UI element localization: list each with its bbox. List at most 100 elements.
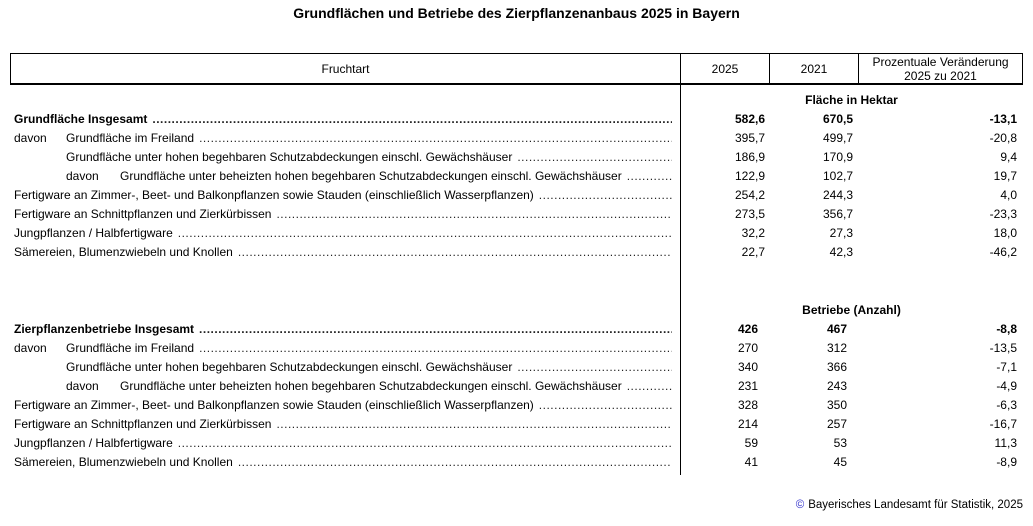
leader-dots [534, 396, 672, 415]
value-2025: 32,2 [741, 226, 765, 240]
column-header-2025: 2025 [680, 54, 769, 83]
leader-dots [194, 339, 672, 358]
row-label-area: Jungpflanzen / Halbfertigware [10, 224, 680, 243]
value-change: -8,8 [996, 322, 1017, 336]
table-row: Grundfläche unter hohen begehbaren Schut… [10, 358, 1023, 377]
row-label: Fertigware an Zimmer-, Beet- und Balkonp… [14, 398, 534, 412]
value-2025: 270 [737, 341, 758, 355]
table-row: Fertigware an Zimmer-, Beet- und Balkonp… [10, 396, 1023, 415]
leader-dots [194, 320, 672, 339]
unit-row-spacer [10, 301, 680, 320]
value-2021: 499,7 [822, 131, 853, 145]
value-2025: 254,2 [734, 188, 765, 202]
copyright-symbol: © [795, 499, 805, 511]
value-2025: 273,5 [734, 207, 765, 221]
row-label: Grundfläche unter beheizten hohen begehb… [120, 379, 622, 393]
value-change: -8,9 [996, 455, 1017, 469]
value-change: -13,5 [989, 341, 1017, 355]
value-2021: 27,3 [829, 226, 853, 240]
value-2025: 582,6 [734, 112, 765, 126]
leader-dots [233, 453, 672, 472]
page-title: Grundflächen und Betriebe des Zierpflanz… [293, 5, 740, 21]
table-row: Fertigware an Zimmer-, Beet- und Balkonp… [10, 186, 1023, 205]
row-label-area: Fertigware an Schnittpflanzen und Zierkü… [10, 415, 680, 434]
column-header-fruchtart: Fruchtart [321, 61, 370, 76]
table-row: Fertigware an Schnittpflanzen und Zierkü… [10, 205, 1023, 224]
value-change: -7,1 [996, 360, 1017, 374]
row-label-area: Zierpflanzenbetriebe Insgesamt [10, 320, 680, 339]
row-label: Grundfläche im Freiland [66, 341, 195, 355]
value-2021: 45 [833, 455, 847, 469]
copyright: © Bayerisches Landesamt für Statistik, 20… [796, 499, 1023, 511]
row-label-area: davon Grundfläche im Freiland [10, 339, 680, 358]
leader-dots [512, 148, 672, 167]
table-row: davon Grundfläche unter beheizten hohen b… [10, 167, 1023, 186]
value-2025: 214 [737, 417, 758, 431]
davon-label: davon [66, 169, 99, 183]
row-label: Jungpflanzen / Halbfertigware [14, 226, 173, 240]
value-2021: 257 [826, 417, 847, 431]
value-change: 11,3 [994, 436, 1017, 450]
value-2021: 244,3 [822, 188, 853, 202]
leader-dots [147, 110, 672, 129]
row-label-area: Sämereien, Blumenzwiebeln und Knollen [10, 453, 680, 472]
column-divider-line [680, 85, 681, 475]
leader-dots [173, 434, 672, 453]
leader-dots [233, 243, 672, 262]
leader-dots [271, 205, 672, 224]
row-label: Grundfläche unter hohen begehbaren Schut… [66, 150, 513, 164]
value-2025: 340 [737, 360, 758, 374]
section-unit-header: Fläche in Hektar [805, 93, 898, 107]
column-header-change-line2: 2025 zu 2021 [904, 68, 977, 83]
value-change: -20,8 [989, 131, 1017, 145]
table-row: Grundfläche unter hohen begehbaren Schut… [10, 148, 1023, 167]
table-row: Grundfläche Insgesamt 582,6 670,5 -13,1 [10, 110, 1023, 129]
value-change: -23,3 [989, 207, 1017, 221]
row-label-area: davon Grundfläche im Freiland [10, 129, 680, 148]
row-label: Grundfläche unter hohen begehbaren Schut… [66, 360, 513, 374]
table-row: davon Grundfläche im Freiland 395,7 499,7 -2… [10, 129, 1023, 148]
unit-row-spacer [10, 91, 680, 110]
leader-dots [512, 358, 672, 377]
value-2025: 231 [737, 379, 758, 393]
row-label: Sämereien, Blumenzwiebeln und Knollen [14, 245, 233, 259]
davon-label [14, 167, 66, 186]
row-label-area: davon Grundfläche unter beheizten hohen b… [10, 377, 680, 396]
value-2021: 243 [826, 379, 847, 393]
table-row: Jungpflanzen / Halbfertigware 59 53 11,3 [10, 434, 1023, 453]
davon-label [14, 148, 66, 167]
value-2021: 467 [826, 322, 847, 336]
davon-label: davon [14, 131, 47, 145]
value-2025: 426 [737, 322, 758, 336]
value-2021: 53 [833, 436, 847, 450]
value-change: 9,4 [1000, 150, 1017, 164]
table-row: Sämereien, Blumenzwiebeln und Knollen 22,… [10, 243, 1023, 262]
row-label: Grundfläche Insgesamt [14, 112, 148, 126]
value-2025: 22,7 [741, 245, 765, 259]
section-unit-header: Betriebe (Anzahl) [802, 303, 901, 317]
value-change: -16,7 [989, 417, 1017, 431]
leader-dots [622, 167, 672, 186]
row-label: Grundfläche unter beheizten hohen begehb… [120, 169, 622, 183]
davon-label [14, 377, 66, 396]
row-label-area: Grundfläche unter hohen begehbaren Schut… [10, 358, 680, 377]
value-2021: 170,9 [822, 150, 853, 164]
leader-dots [622, 377, 672, 396]
value-2021: 42,3 [829, 245, 853, 259]
column-header-2021: 2021 [769, 54, 858, 83]
leader-dots [271, 415, 672, 434]
value-2021: 312 [826, 341, 847, 355]
table-row: Fertigware an Schnittpflanzen und Zierkü… [10, 415, 1023, 434]
row-label-area: Grundfläche unter hohen begehbaren Schut… [10, 148, 680, 167]
row-label: Sämereien, Blumenzwiebeln und Knollen [14, 455, 233, 469]
value-change: 19,7 [993, 169, 1017, 183]
leader-dots [194, 129, 672, 148]
value-2025: 59 [744, 436, 758, 450]
value-2025: 328 [737, 398, 758, 412]
table-row: Sämereien, Blumenzwiebeln und Knollen 41 4… [10, 453, 1023, 472]
table-section-1: Fläche in Hektar Grundfläche Insgesamt 582… [10, 91, 1023, 262]
value-change: -6,3 [996, 398, 1017, 412]
leader-dots [534, 186, 672, 205]
table-section-2: Betriebe (Anzahl) Zierpflanzenbetriebe In… [10, 301, 1023, 472]
row-label: Jungpflanzen / Halbfertigware [14, 436, 173, 450]
